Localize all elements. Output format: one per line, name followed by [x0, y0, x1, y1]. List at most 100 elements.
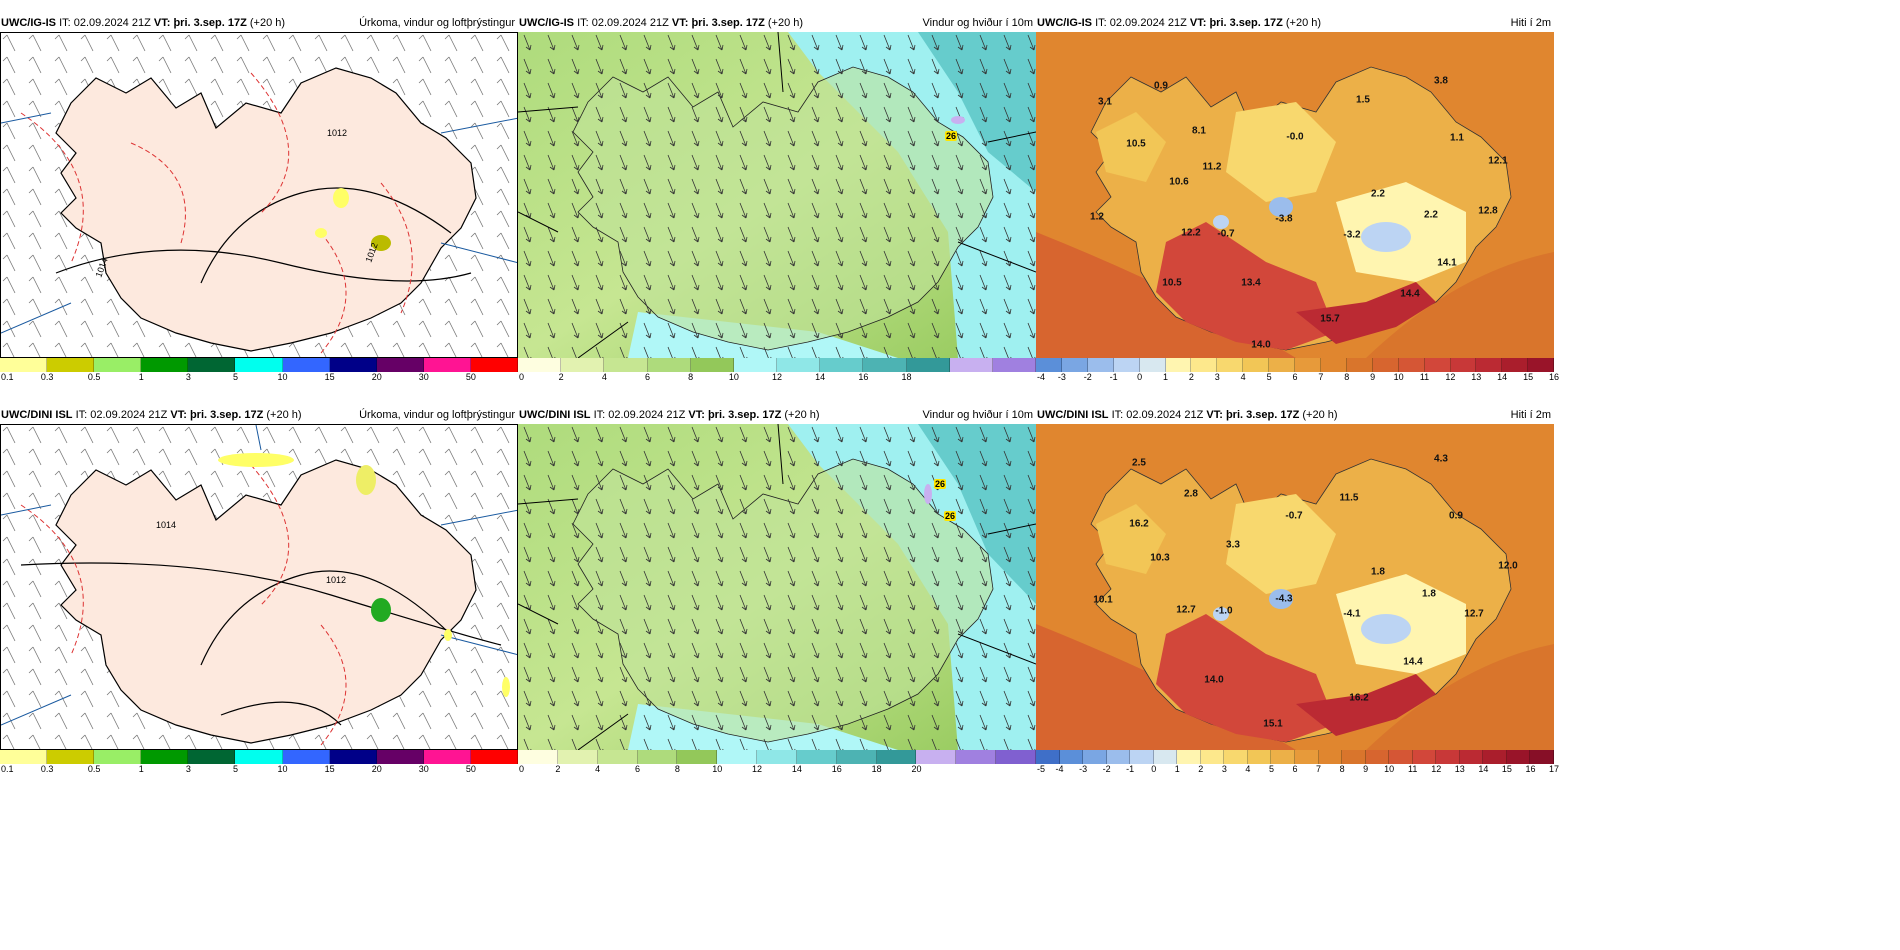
- temp-label: 16.2: [1129, 518, 1149, 530]
- temp-label: 12.1: [1488, 155, 1508, 167]
- temp-label: 10.5: [1126, 138, 1146, 150]
- temp-label: -1.0: [1215, 605, 1233, 617]
- lead-time: (+20 h): [1302, 409, 1338, 421]
- colorbar-tick-label: 13: [1454, 764, 1465, 774]
- colorbar-tick-label: 7: [1316, 764, 1322, 774]
- temp-label: -0.7: [1217, 228, 1235, 240]
- colorbar-swatch: [1036, 358, 1062, 372]
- colorbar-tick-label: 3: [185, 372, 191, 382]
- colorbar-tick-label: 10: [1393, 372, 1404, 382]
- temp-label: 10.1: [1093, 594, 1113, 606]
- temp-label: 8.1: [1192, 125, 1206, 137]
- vt-value: þri. 3.sep. 17Z: [691, 17, 765, 29]
- colorbar-swatch: [470, 358, 519, 372]
- temp-label: 15.1: [1263, 718, 1283, 730]
- colorbar-tick-label: 15: [1501, 764, 1512, 774]
- panel-header: UWC/DINI ISL IT: 02.09.2024 21Z VT: þri.…: [0, 406, 518, 424]
- colorbar-swatch: [1224, 750, 1248, 764]
- colorbar-tick-label: 50: [465, 764, 476, 774]
- temperature-colorbar-ticks: -4 -3 -2 -1 0 1 2 3 4 5 6 7 8 9 10 11 12 13 14 15 16: [1036, 372, 1559, 384]
- colorbar-swatch: [1200, 750, 1225, 764]
- row1-wind-panel: UWC/IG-IS IT: 02.09.2024 21Z VT: þri. 3.…: [518, 14, 1037, 384]
- colorbar-tick-label: 20: [371, 372, 382, 382]
- colorbar-swatch: [996, 750, 1036, 764]
- colorbar-tick-label: 10: [277, 372, 288, 382]
- colorbar-tick-label: 0: [519, 764, 525, 774]
- lead-time: (+20 h): [784, 409, 820, 421]
- colorbar-tick-label: 14: [1497, 372, 1508, 382]
- lead-time: (+20 h): [266, 409, 302, 421]
- colorbar-tick-label: 16: [1525, 764, 1536, 774]
- colorbar-swatch: [94, 358, 142, 372]
- temp-label: 1.8: [1422, 588, 1436, 600]
- panel-header: UWC/IG-IS IT: 02.09.2024 21Z VT: þri. 3.…: [518, 14, 1036, 32]
- colorbar-swatch: [992, 358, 1037, 372]
- colorbar-tick-label: 0: [519, 372, 525, 382]
- colorbar-tick-label: 2: [555, 764, 561, 774]
- colorbar-tick-label: 9: [1370, 372, 1376, 382]
- colorbar-swatch: [876, 750, 917, 764]
- panel-header: UWC/DINI ISL IT: 02.09.2024 21Z VT: þri.…: [518, 406, 1036, 424]
- colorbar-tick-label: 4: [1245, 764, 1251, 774]
- temp-label: 15.7: [1320, 313, 1340, 325]
- colorbar-swatch: [557, 750, 598, 764]
- it-value: 02.09.2024 21Z: [90, 409, 168, 421]
- colorbar-tick-label: 5: [232, 764, 238, 774]
- temp-label: 12.2: [1181, 227, 1201, 239]
- colorbar-tick-label: -3: [1057, 372, 1066, 382]
- colorbar-tick-label: 12: [1431, 764, 1442, 774]
- temp-label: 10.6: [1169, 176, 1189, 188]
- colorbar-swatch: [0, 358, 48, 372]
- precip-colorbar: [0, 358, 519, 372]
- temp-label: 14.4: [1400, 288, 1420, 300]
- precip-colorbar-ticks: 0.1 0.3 0.5 1 3 5 10 15 20 30 50: [0, 372, 518, 384]
- colorbar-tick-label: 7: [1318, 372, 1324, 382]
- colorbar-tick-label: 12: [752, 764, 763, 774]
- colorbar-tick-label: 14: [1478, 764, 1489, 774]
- colorbar-swatch: [423, 750, 471, 764]
- colorbar-swatch: [1191, 358, 1218, 372]
- colorbar-swatch: [376, 358, 424, 372]
- colorbar-tick-label: 1: [1174, 764, 1180, 774]
- row1-temp-panel: UWC/IG-IS IT: 02.09.2024 21Z VT: þri. 3.…: [1036, 14, 1559, 384]
- panel-title: Hiti í 2m: [1510, 17, 1551, 29]
- temp-label: 14.4: [1403, 656, 1423, 668]
- temp-label: -3.8: [1275, 213, 1293, 225]
- colorbar-swatch: [1269, 358, 1296, 372]
- temp-label: 12.0: [1498, 560, 1518, 572]
- temperature-colorbar-ticks: -5 -4 -3 -2 -1 0 1 2 3 4 5 6 7 8 9 10 11 12 13 14 15 16 17: [1036, 764, 1559, 776]
- colorbar-swatch: [94, 750, 142, 764]
- colorbar-swatch: [1153, 750, 1178, 764]
- colorbar-tick-label: 1: [138, 764, 144, 774]
- colorbar-swatch: [1346, 358, 1373, 372]
- pressure-label: 1014: [156, 520, 176, 530]
- colorbar-swatch: [561, 358, 605, 372]
- colorbar-swatch: [47, 358, 95, 372]
- wind-colorbar-ticks: 0 2 4 6 8 10 12 14 16 18: [518, 372, 1036, 384]
- colorbar-swatch: [1295, 750, 1319, 764]
- colorbar-tick-label: 50: [465, 372, 476, 382]
- vt-label: VT:: [671, 17, 689, 29]
- temp-label: 11.2: [1202, 161, 1222, 173]
- vt-value: þri. 3.sep. 17Z: [1209, 17, 1283, 29]
- colorbar-tick-label: 15: [324, 372, 335, 382]
- model-name: UWC/DINI ISL: [1037, 409, 1109, 421]
- colorbar-swatch: [906, 358, 950, 372]
- colorbar-tick-label: -2: [1102, 764, 1111, 774]
- model-name: UWC/DINI ISL: [1, 409, 73, 421]
- temp-label: 14.0: [1251, 339, 1271, 351]
- colorbar-tick-label: 16: [858, 372, 869, 382]
- colorbar-swatch: [1412, 750, 1437, 764]
- colorbar-tick-label: 5: [1266, 372, 1272, 382]
- colorbar-tick-label: 1: [138, 372, 144, 382]
- row2-precip-panel: UWC/DINI ISL IT: 02.09.2024 21Z VT: þri.…: [0, 406, 519, 774]
- it-label: IT:: [75, 409, 88, 421]
- vt-value: þri. 3.sep. 17Z: [707, 409, 782, 421]
- colorbar-tick-label: -1: [1109, 372, 1118, 382]
- colorbar-swatch: [647, 358, 691, 372]
- colorbar-tick-label: 4: [601, 372, 607, 382]
- colorbar-swatch: [1106, 750, 1131, 764]
- colorbar-tick-label: -1: [1126, 764, 1135, 774]
- colorbar-tick-label: 6: [644, 372, 651, 382]
- colorbar-swatch: [1061, 358, 1088, 372]
